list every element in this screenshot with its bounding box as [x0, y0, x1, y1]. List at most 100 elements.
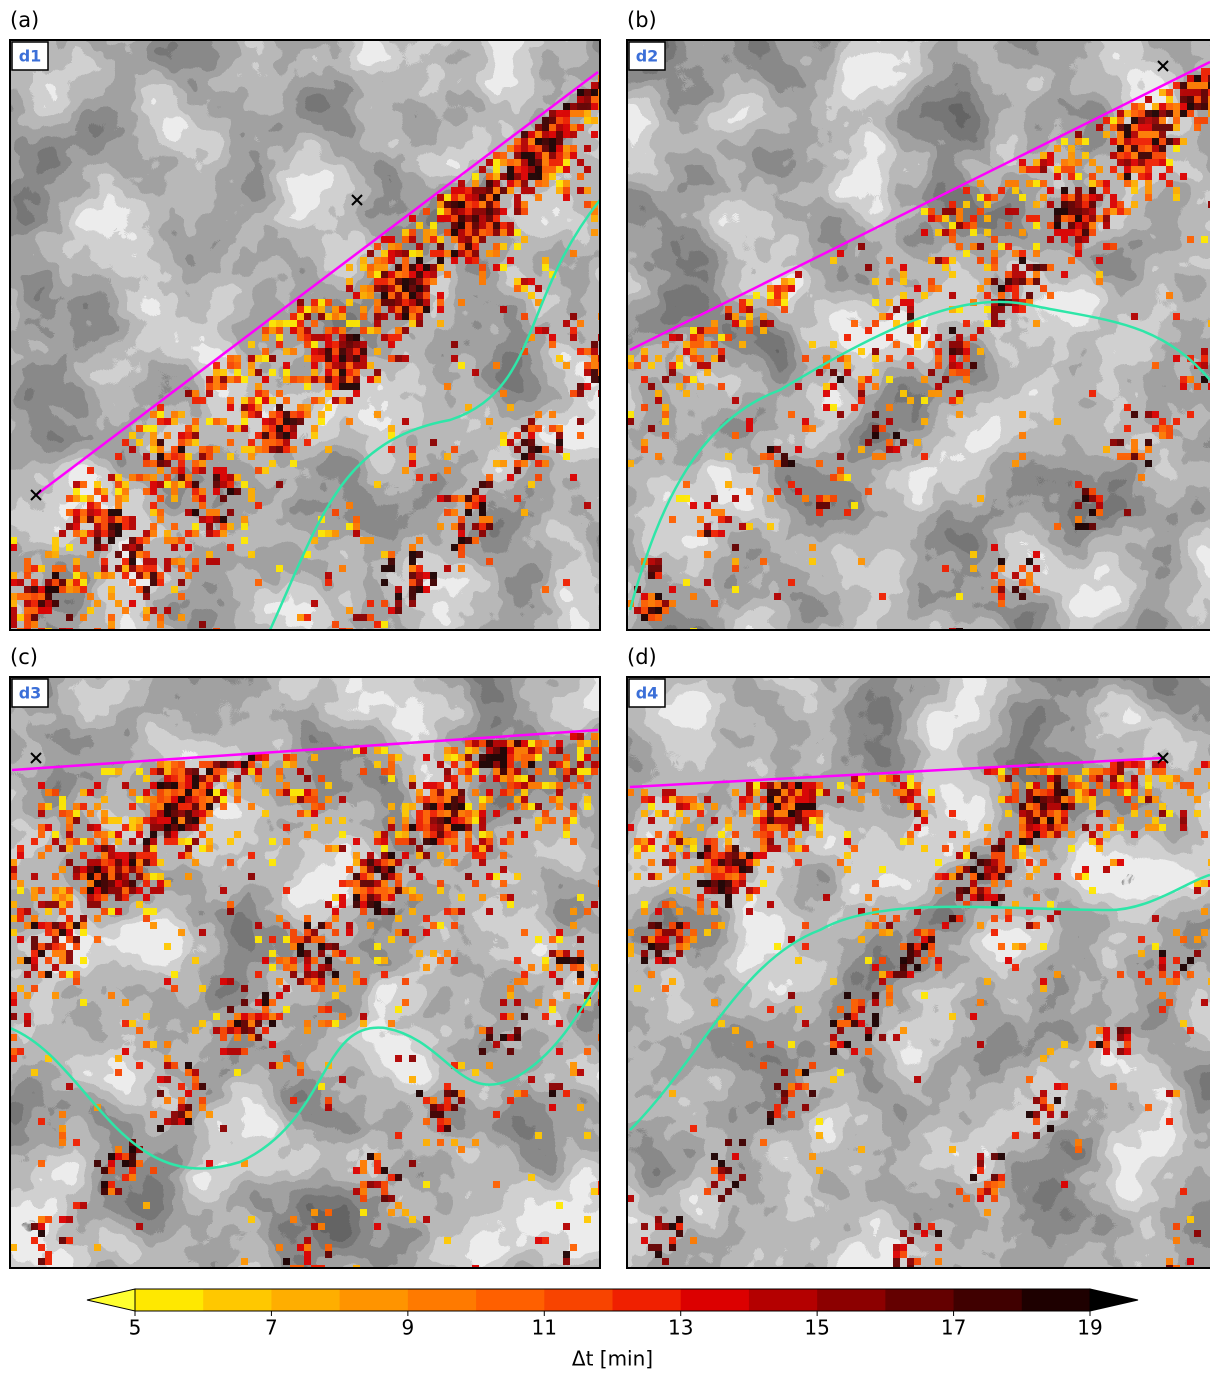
heat-cell: [704, 1188, 711, 1195]
heat-cell: [914, 285, 921, 292]
heat-cell: [234, 425, 241, 432]
heat-cell: [101, 523, 108, 530]
heat-cell: [528, 1174, 535, 1181]
heat-cell: [1131, 117, 1138, 124]
colorbar-swatch: [748, 1289, 818, 1311]
heat-cell: [1019, 817, 1026, 824]
heat-cell: [290, 1216, 297, 1223]
heat-cell: [59, 586, 66, 593]
heat-cell: [1054, 796, 1061, 803]
heat-cell: [718, 866, 725, 873]
heat-cell: [1131, 201, 1138, 208]
heat-cell: [157, 873, 164, 880]
heat-cell: [563, 579, 570, 586]
heat-cell: [549, 159, 556, 166]
heat-cell: [325, 964, 332, 971]
heat-cell: [325, 782, 332, 789]
heat-cell: [311, 355, 318, 362]
heat-cell: [1180, 1020, 1187, 1027]
heat-cell: [129, 474, 136, 481]
heat-cell: [697, 803, 704, 810]
heat-cell: [1040, 810, 1047, 817]
heat-cell: [451, 194, 458, 201]
heat-cell: [122, 866, 129, 873]
heat-cell: [192, 565, 199, 572]
heat-cell: [339, 313, 346, 320]
heat-cell: [584, 96, 591, 103]
heat-cell: [683, 922, 690, 929]
heat-cell: [998, 894, 1005, 901]
heat-cell: [528, 964, 535, 971]
heat-cell: [1194, 796, 1201, 803]
heat-cell: [690, 866, 697, 873]
heat-cell: [38, 1258, 45, 1265]
heat-cell: [1145, 124, 1152, 131]
heat-cell: [129, 1160, 136, 1167]
heat-cell: [409, 264, 416, 271]
heat-cell: [528, 453, 535, 460]
heat-cell: [276, 775, 283, 782]
heat-cell: [1103, 131, 1110, 138]
heat-cell: [451, 747, 458, 754]
heat-cell: [206, 761, 213, 768]
heat-cell: [451, 236, 458, 243]
heat-cell: [1194, 936, 1201, 943]
heat-cell: [101, 810, 108, 817]
heat-cell: [1047, 803, 1054, 810]
heat-cell: [872, 425, 879, 432]
heat-cell: [802, 425, 809, 432]
heat-cell: [767, 845, 774, 852]
heat-cell: [353, 747, 360, 754]
heat-cell: [346, 369, 353, 376]
heat-cell: [465, 810, 472, 817]
heat-cell: [115, 887, 122, 894]
heat-cell: [900, 1251, 907, 1258]
heat-cell: [311, 985, 318, 992]
heat-cell: [627, 460, 634, 467]
heat-cell: [1180, 89, 1187, 96]
heat-cell: [942, 873, 949, 880]
heat-cell: [122, 873, 129, 880]
heat-cell: [591, 362, 598, 369]
heat-cell: [914, 929, 921, 936]
heat-cell: [514, 796, 521, 803]
heat-cell: [381, 278, 388, 285]
heat-cell: [297, 1062, 304, 1069]
heat-cell: [816, 495, 823, 502]
heat-cell: [535, 1132, 542, 1139]
heat-cell: [66, 838, 73, 845]
heat-cell: [1033, 1132, 1040, 1139]
heat-cell: [991, 894, 998, 901]
heat-cell: [830, 1020, 837, 1027]
heat-cell: [521, 754, 528, 761]
heat-cell: [101, 859, 108, 866]
heat-cell: [108, 537, 115, 544]
heat-cell: [297, 936, 304, 943]
heat-cell: [31, 957, 38, 964]
heat-cell: [115, 1055, 122, 1062]
heat-cell: [45, 1258, 52, 1265]
heat-cell: [998, 586, 1005, 593]
heat-cell: [353, 516, 360, 523]
heat-cell: [1005, 831, 1012, 838]
heat-cell: [38, 586, 45, 593]
heat-cell: [325, 376, 332, 383]
heat-cell: [248, 803, 255, 810]
heat-cell: [45, 600, 52, 607]
heat-cell: [269, 320, 276, 327]
heat-cell: [563, 1223, 570, 1230]
heat-cell: [1061, 1111, 1068, 1118]
colorbar-swatch: [953, 1289, 1023, 1311]
heat-cell: [318, 1083, 325, 1090]
heat-cell: [872, 320, 879, 327]
heat-cell: [290, 320, 297, 327]
heat-cell: [479, 761, 486, 768]
heat-cell: [486, 222, 493, 229]
heat-cell: [108, 817, 115, 824]
heat-cell: [704, 859, 711, 866]
heat-cell: [963, 320, 970, 327]
magenta-line: [629, 756, 1163, 789]
heat-cell: [1075, 782, 1082, 789]
heat-cell: [150, 768, 157, 775]
heat-cell: [388, 908, 395, 915]
